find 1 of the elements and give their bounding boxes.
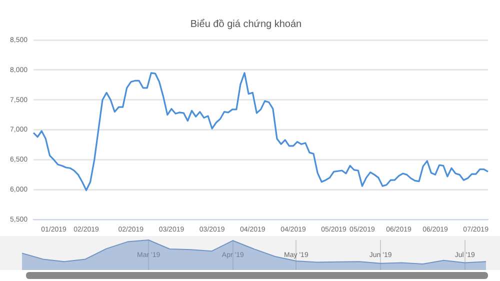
chart-title: Biểu đồ giá chứng khoán — [190, 18, 302, 30]
